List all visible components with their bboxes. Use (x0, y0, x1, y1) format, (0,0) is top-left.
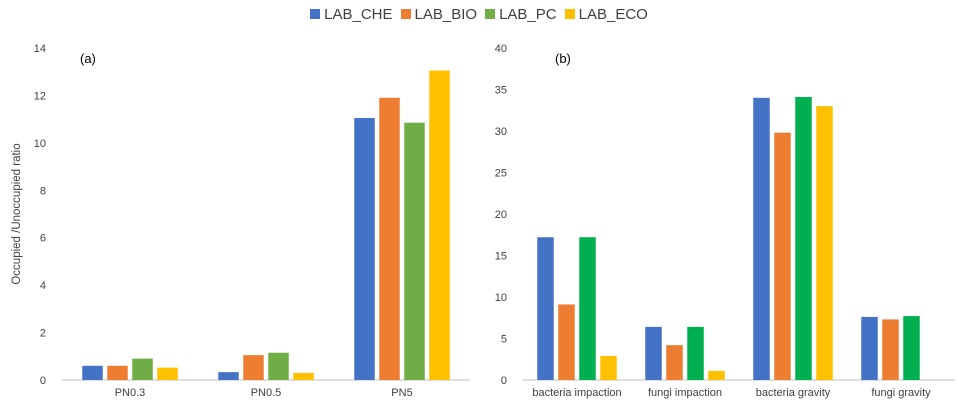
legend-label: LAB_BIO (414, 6, 478, 23)
bar-lab-pc (268, 352, 289, 380)
y-tick-label: 20 (495, 209, 507, 221)
y-tick-label: 4 (40, 280, 46, 292)
bar-lab-che (82, 365, 103, 380)
legend-swatch (564, 9, 575, 19)
y-tick-label: 14 (34, 43, 46, 55)
panel-label: (a) (80, 51, 96, 66)
legend-swatch (310, 9, 321, 19)
bar-lab-pc (132, 358, 153, 380)
y-tick-label: 0 (40, 375, 46, 387)
y-tick-label: 0 (501, 375, 507, 387)
x-tick-label: PN0.3 (115, 387, 146, 399)
legend-swatch (400, 9, 411, 19)
x-tick-label: bacteria gravity (756, 387, 831, 399)
bar-lab-pc (795, 96, 812, 380)
y-tick-label: 12 (34, 90, 46, 102)
legend-label: LAB_PC (499, 6, 557, 23)
chart-legend: LAB_CHE LAB_BIO LAB_PC LAB_ECO (0, 6, 958, 23)
y-tick-label: 6 (40, 233, 46, 245)
x-tick-label: PN0.5 (251, 387, 282, 399)
chart-panel-a: 0 2 4 6 8 10 12 14 PN0.3 PN0.5 PN5 (a) Occupied /Uno… (11, 43, 470, 399)
bar-lab-eco (816, 106, 833, 380)
bar-lab-bio (243, 355, 264, 380)
bar-lab-bio (558, 304, 575, 380)
x-tick-label: bacteria impaction (532, 387, 621, 399)
bar-lab-eco (600, 355, 617, 380)
x-tick-label: PN5 (391, 387, 412, 399)
legend-item: LAB_BIO (400, 6, 478, 23)
x-tick-label: fungi gravity (871, 387, 931, 399)
y-tick-label: 40 (495, 43, 507, 55)
y-tick-label: 25 (495, 168, 507, 180)
bar-lab-che (645, 326, 662, 380)
legend-label: LAB_ECO (578, 6, 648, 23)
bar-lab-bio (774, 132, 791, 380)
bar-lab-che (537, 237, 554, 380)
bar-lab-bio (107, 365, 128, 380)
legend-swatch (485, 9, 496, 19)
bar-lab-eco (157, 367, 178, 380)
bar-lab-pc (903, 316, 920, 380)
legend-label: LAB_CHE (324, 6, 393, 23)
bar-lab-che (753, 97, 770, 381)
bar-lab-eco (429, 70, 450, 381)
panel-label: (b) (555, 51, 571, 66)
y-tick-label: 10 (34, 138, 46, 150)
y-tick-label: 8 (40, 185, 46, 197)
y-tick-label: 5 (501, 334, 507, 346)
legend-item: LAB_CHE (310, 6, 393, 23)
y-tick-label: 35 (495, 85, 507, 97)
bar-lab-bio (379, 97, 400, 381)
bar-lab-bio (666, 345, 683, 380)
y-tick-label: 10 (495, 292, 507, 304)
x-tick-label: fungi impaction (648, 387, 722, 399)
bar-lab-bio (882, 319, 899, 380)
bar-lab-che (354, 117, 375, 380)
bar-lab-che (861, 316, 878, 380)
bar-lab-eco (708, 370, 725, 380)
bar-lab-pc (687, 326, 704, 380)
y-tick-label: 15 (495, 251, 507, 263)
bar-lab-che (218, 372, 239, 380)
legend-item: LAB_PC (485, 6, 557, 23)
bar-lab-pc (579, 237, 596, 380)
legend-item: LAB_ECO (564, 6, 648, 23)
y-tick-label: 2 (40, 328, 46, 340)
y-tick-label: 30 (495, 126, 507, 138)
bar-lab-pc (404, 122, 425, 380)
chart-panel-b: 0 5 10 15 20 25 30 35 40 bacteria impaction fungi … (495, 43, 955, 399)
y-axis-title: Occupied /Unoccupied ratio (11, 143, 23, 284)
bar-lab-eco (293, 372, 314, 380)
